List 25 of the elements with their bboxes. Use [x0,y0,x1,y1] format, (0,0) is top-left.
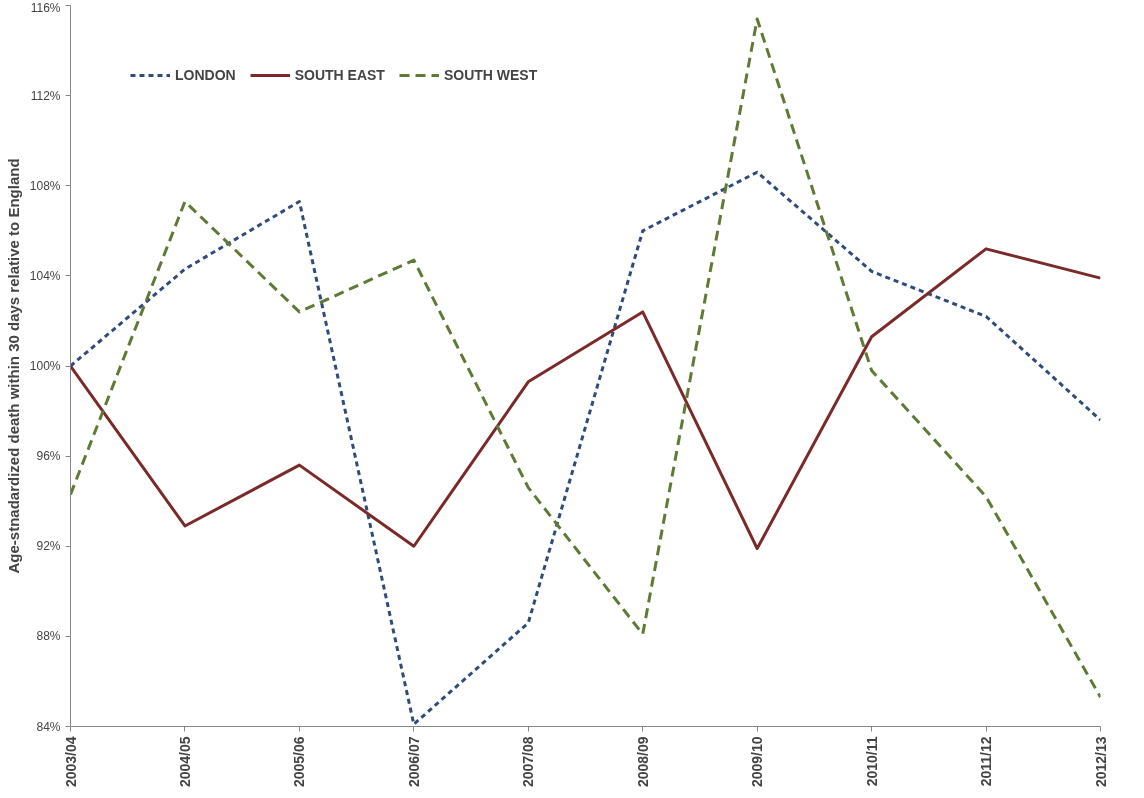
y-tick-label: 112% [30,88,61,103]
y-tick-label: 100% [29,359,61,373]
y-tick-label: 84% [36,719,61,734]
y-axis-title: Age-stnadardized death within 30 days relative to England [4,158,22,574]
x-tick-label: 2010/11 [863,736,880,787]
x-tick-label: 2006/07 [405,736,422,788]
line-series [70,247,1101,550]
x-tick-label: 2008/09 [634,736,651,788]
y-tick-label: 108% [29,178,61,193]
y-tick-label: 104% [29,268,61,283]
x-tick-label: 2004/05 [176,736,193,788]
line-series [70,17,1101,699]
y-tick-label: 96% [36,449,61,464]
x-tick-label: 2009/10 [749,736,766,788]
x-tick-label: 2003/04 [62,736,79,788]
legend-label: SOUTH EAST [294,67,385,83]
y-tick-label: 92% [36,539,61,554]
legend-label: LONDON [175,67,236,83]
y-tick-label: 116% [30,0,61,15]
x-tick-label: 2005/06 [291,736,308,788]
y-tick-label: 88% [36,629,61,644]
x-tick-label: 2007/08 [520,736,537,788]
x-tick-label: 2011/12 [978,736,995,787]
x-tick-label: 2012/13 [1092,736,1109,788]
legend-label: SOUTH WEST [443,67,538,83]
